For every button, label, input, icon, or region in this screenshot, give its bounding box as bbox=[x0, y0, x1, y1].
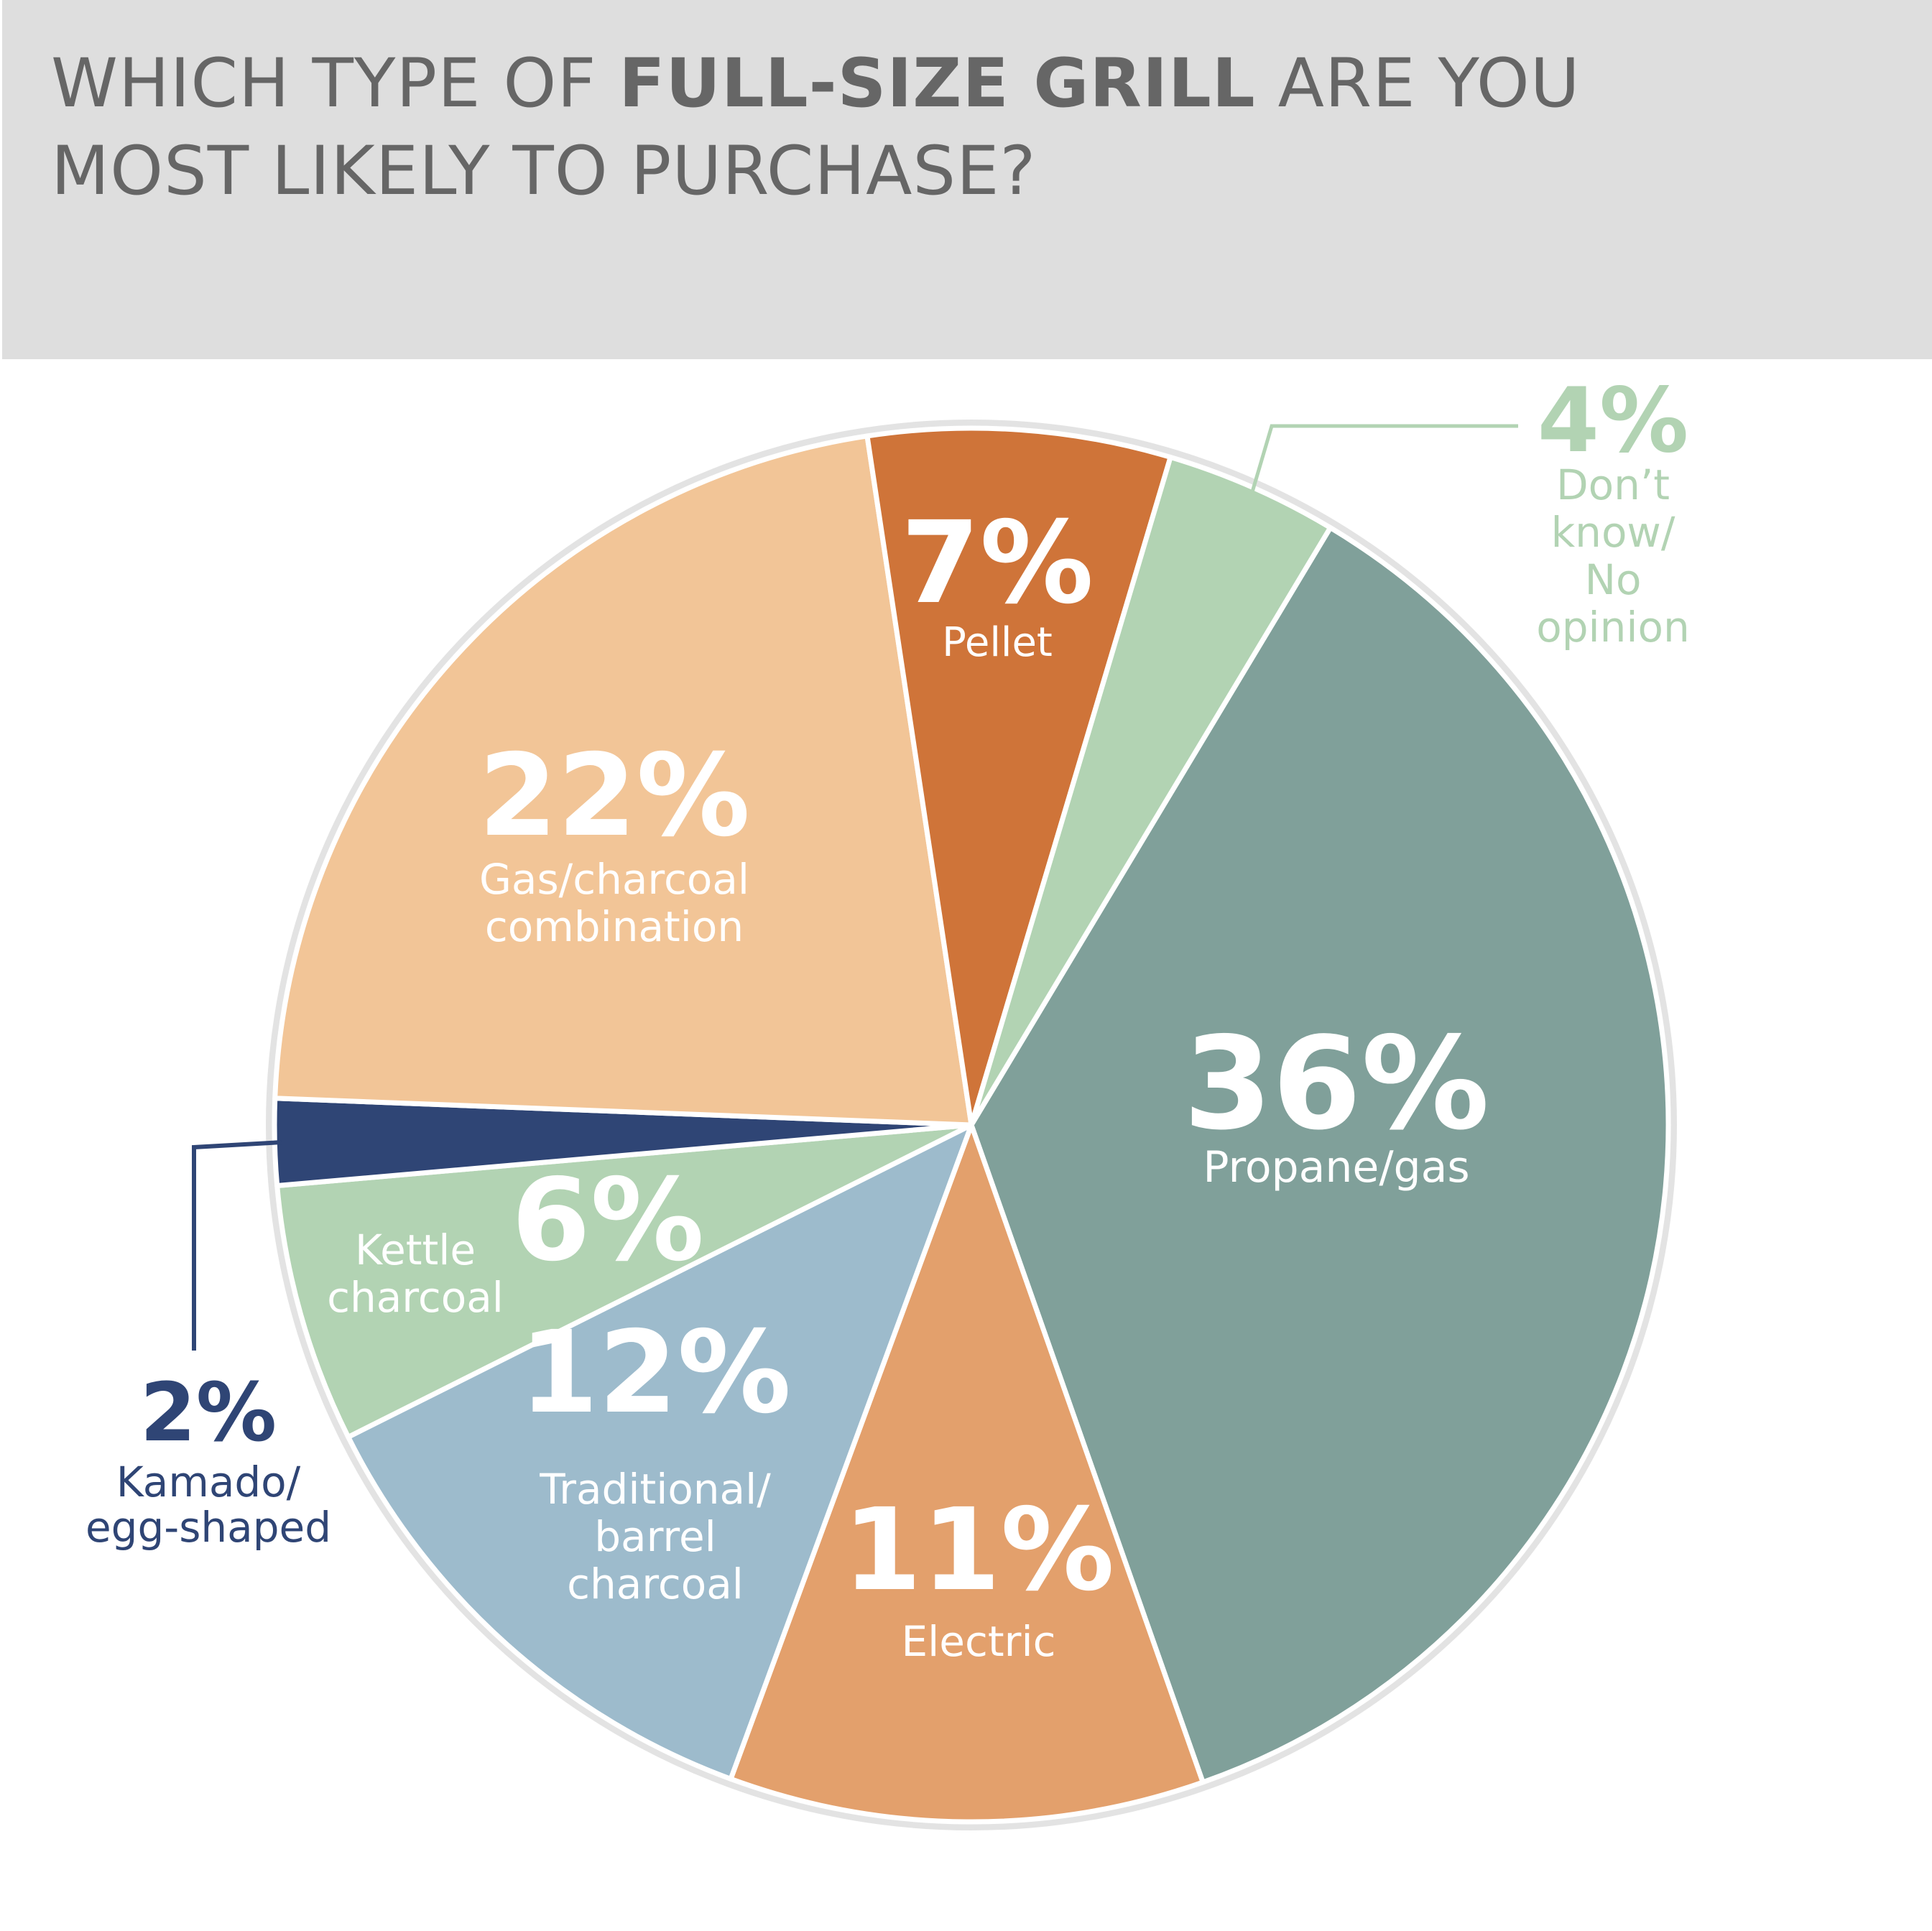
leader-line-dontknow bbox=[1249, 424, 1518, 495]
chart-title: WHICH TYPE OF FULL-SIZE GRILL ARE YOU MOS… bbox=[51, 40, 1581, 216]
pie-slice-electric bbox=[728, 1122, 1206, 1825]
pie-slice-traditional bbox=[346, 1122, 974, 1782]
leader-line-kamado bbox=[192, 1140, 282, 1351]
slice-value-electric: 11% bbox=[843, 1484, 1114, 1616]
slice-value-kamado: 2% bbox=[140, 1366, 277, 1460]
title-line2: MOST LIKELY TO PURCHASE? bbox=[51, 132, 1037, 210]
slice-value-propane: 36% bbox=[1183, 1009, 1489, 1158]
slice-label-kettle-line-2: charcoal bbox=[327, 1273, 504, 1322]
slice-value-kettle: 6% bbox=[512, 1154, 704, 1287]
slice-label-dontknow-line-2: know/ bbox=[1551, 508, 1676, 557]
title-line1-start: WHICH TYPE OF bbox=[51, 45, 619, 123]
pie-slice-kettle bbox=[274, 1122, 974, 1440]
slice-label-dontknow-line-1: Don’t bbox=[1556, 460, 1670, 509]
header-banner: WHICH TYPE OF FULL-SIZE GRILL ARE YOU MOS… bbox=[2, 0, 1932, 359]
pie-slice-gascharcoal bbox=[272, 433, 974, 1128]
slice-label-electric-line-1: Electric bbox=[902, 1617, 1056, 1666]
slice-value-pellet: 7% bbox=[901, 497, 1094, 629]
slice-label-gascharcoal-line-1: Gas/charcoal bbox=[479, 855, 749, 904]
slice-labels: 36%Propane/gas 11%Electric 12% Traditional/… bbox=[85, 369, 1690, 1666]
pie-outer-ring bbox=[266, 420, 1677, 1830]
pie-slice-propane bbox=[969, 525, 1671, 1785]
slice-value-gascharcoal: 22% bbox=[479, 730, 750, 862]
slice-label-traditional-line-2: barrel bbox=[594, 1512, 716, 1561]
leader-lines bbox=[192, 424, 1518, 1351]
slice-label-pellet-line-1: Pellet bbox=[942, 619, 1053, 666]
slice-label-kettle-line-1: Kettle bbox=[355, 1226, 476, 1274]
slice-label-dontknow-line-3: No bbox=[1585, 555, 1642, 604]
pie-rim bbox=[266, 420, 1677, 1830]
slice-label-traditional-line-3: charcoal bbox=[567, 1560, 744, 1608]
slice-label-kamado-line-1: Kamado/ bbox=[116, 1458, 301, 1506]
slice-label-kamado-line-2: egg-shaped bbox=[85, 1503, 331, 1552]
slice-value-dontknow: 4% bbox=[1538, 369, 1689, 473]
slice-label-gascharcoal-line-2: combination bbox=[485, 902, 744, 951]
slice-label-dontknow-line-4: opinion bbox=[1536, 603, 1690, 652]
title-line1-end: ARE YOU bbox=[1255, 45, 1581, 123]
title-line1-bold: FULL-SIZE GRILL bbox=[619, 45, 1256, 123]
slice-value-traditional: 12% bbox=[519, 1307, 791, 1439]
slice-label-propane-line-1: Propane/gas bbox=[1203, 1142, 1469, 1193]
slice-label-traditional-line-1: Traditional/ bbox=[539, 1465, 771, 1514]
pie-slice-pellet bbox=[864, 425, 1173, 1128]
pie-slices bbox=[272, 425, 1671, 1825]
